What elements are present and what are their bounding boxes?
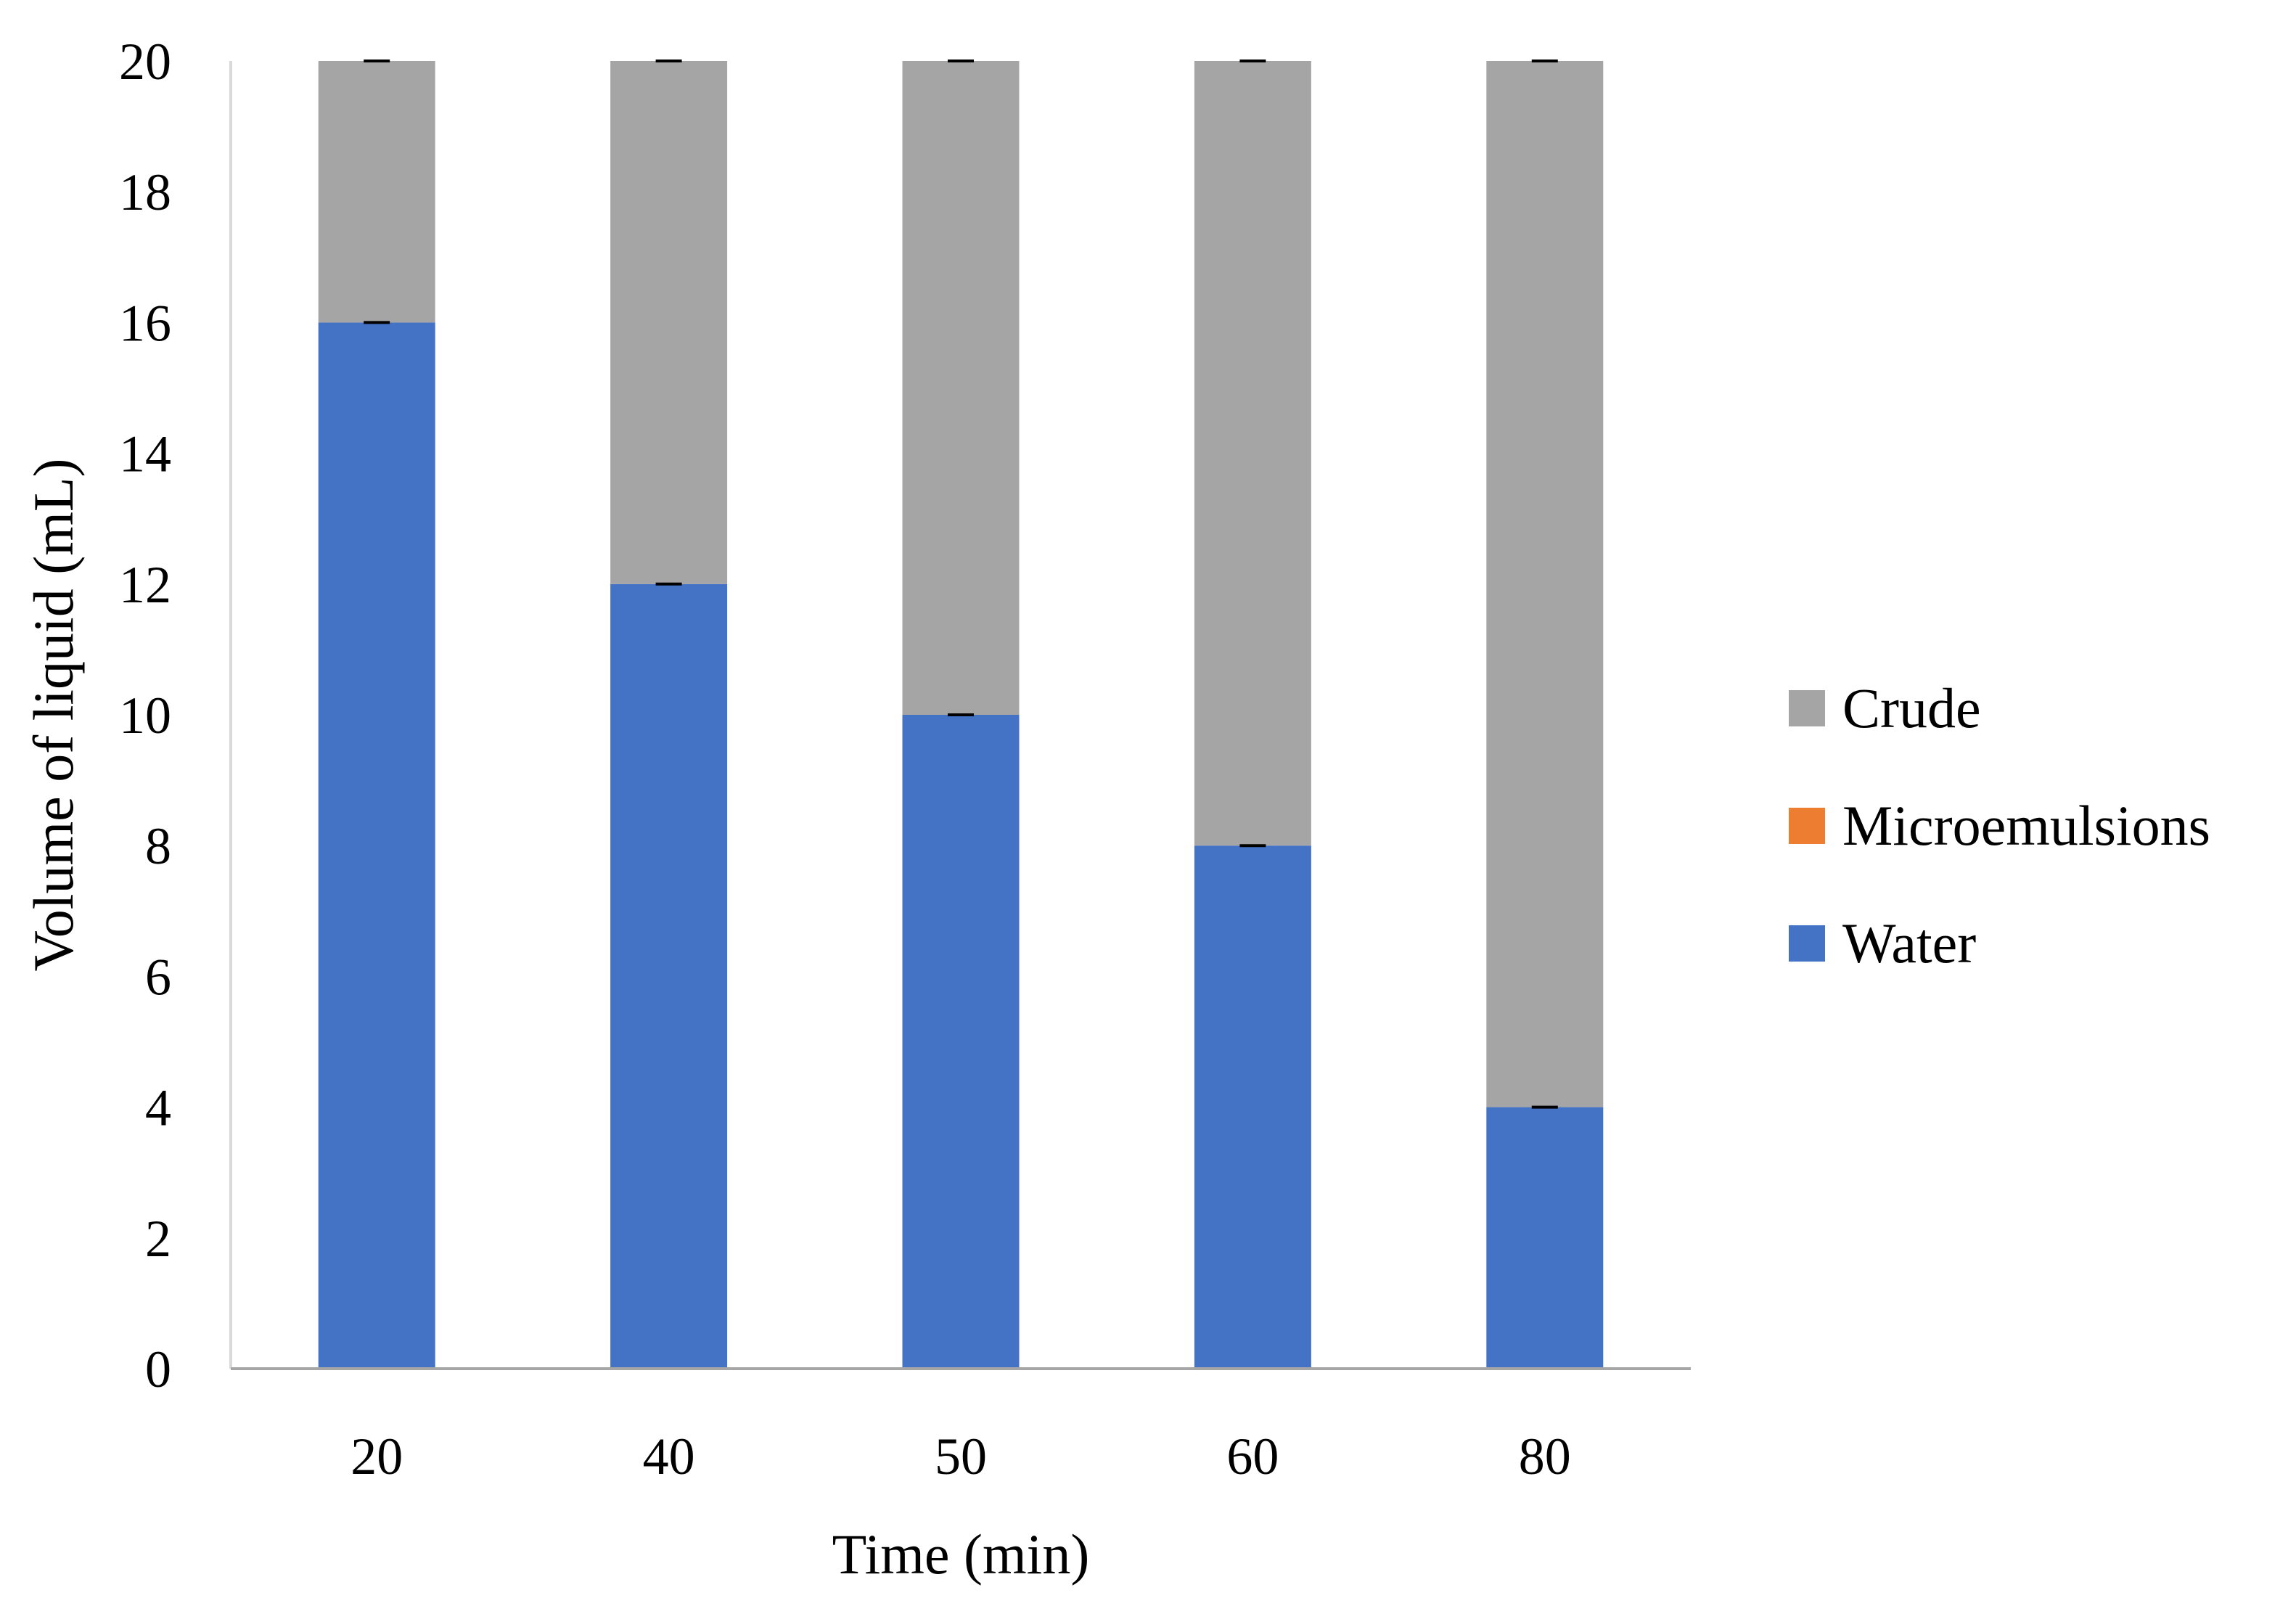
x-tick-label: 50 [935, 1427, 987, 1486]
bar-crude-40 [610, 61, 728, 584]
y-tick-labels: 0 2 4 6 8 10 12 14 16 18 20 [119, 33, 171, 1398]
y-tick-label: 20 [119, 33, 171, 91]
bars-group [318, 61, 1604, 1369]
y-tick-label: 6 [145, 948, 171, 1006]
x-axis-title: Time (min) [832, 1523, 1090, 1586]
x-tick-label: 80 [1519, 1427, 1571, 1486]
legend-swatch-water [1789, 925, 1825, 962]
legend: Crude Microemulsions Water [1789, 676, 2210, 975]
bar-water-40 [610, 583, 728, 1369]
y-tick-label: 12 [119, 556, 171, 614]
bar-crude-20 [318, 61, 435, 323]
bar-crude-80 [1486, 61, 1604, 1107]
bar-water-60 [1194, 845, 1311, 1369]
y-tick-label: 14 [119, 425, 171, 483]
legend-swatch-crude [1789, 690, 1825, 726]
y-tick-label: 4 [145, 1079, 171, 1137]
legend-swatch-microemulsions [1789, 808, 1825, 844]
y-tick-label: 8 [145, 817, 171, 875]
y-tick-label: 16 [119, 294, 171, 352]
x-tick-label: 20 [350, 1427, 403, 1486]
bar-water-80 [1486, 1107, 1604, 1369]
error-bars-group [364, 60, 1558, 1109]
legend-label-crude: Crude [1842, 676, 1981, 740]
y-tick-label: 18 [119, 163, 171, 221]
y-axis-title: Volume of liquid (mL) [22, 459, 85, 972]
legend-label-microemulsions: Microemulsions [1842, 794, 2210, 857]
bar-crude-50 [902, 61, 1020, 715]
y-tick-label: 0 [145, 1340, 171, 1398]
bar-water-50 [902, 715, 1020, 1369]
bar-crude-60 [1194, 61, 1311, 846]
x-tick-label: 60 [1226, 1427, 1279, 1486]
plot-area [229, 60, 1691, 1370]
legend-label-water: Water [1842, 911, 1976, 975]
x-tick-labels: 20 40 50 60 80 [350, 1427, 1571, 1486]
y-tick-label: 2 [145, 1210, 171, 1268]
y-tick-label: 10 [119, 687, 171, 745]
x-tick-label: 40 [643, 1427, 695, 1486]
bar-water-20 [318, 322, 435, 1369]
